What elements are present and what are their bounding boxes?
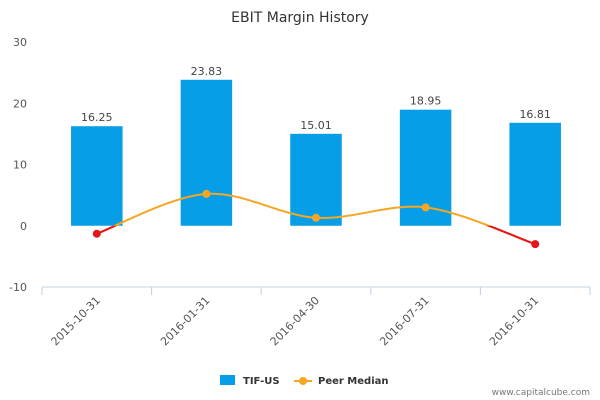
peer-median-negative-segment — [96, 225, 118, 235]
bar-2016-04-30 — [290, 133, 342, 226]
peer-median-point-2016-10-31 — [531, 240, 540, 249]
y-tick-label: 0 — [20, 220, 27, 233]
bar-2016-01-31 — [180, 79, 233, 226]
x-tick-label: 2016-01-31 — [158, 294, 212, 348]
x-tick-labels: 2015-10-31 2016-01-31 2016-04-30 2016-07-31… — [49, 294, 542, 348]
legend-swatch-peer-median-dot — [299, 377, 307, 385]
x-tick-label: 2015-10-31 — [49, 294, 103, 348]
chart-title: EBIT Margin History — [231, 10, 369, 26]
x-tick-label: 2016-04-30 — [268, 294, 322, 348]
y-tick-label: 20 — [13, 97, 27, 110]
legend-label-peer-median: Peer Median — [318, 376, 389, 387]
bar-value-label: 16.81 — [519, 108, 551, 121]
peer-median-line-segment — [206, 192, 317, 219]
legend-label-tif-us: TIF-US — [243, 376, 280, 387]
peer-median-point-2016-01-31 — [202, 189, 211, 198]
bar-2015-10-31 — [71, 126, 123, 226]
x-tick-label: 2016-07-31 — [377, 294, 431, 348]
bar-value-label: 18.95 — [410, 95, 442, 108]
peer-median-point-2016-07-31 — [421, 203, 430, 212]
legend: TIF-US Peer Median — [220, 375, 389, 387]
y-tick-label: -10 — [9, 281, 27, 294]
peer-median-negative-segment — [486, 225, 536, 246]
bar-value-label: 15.01 — [300, 119, 332, 132]
bar-series — [71, 79, 561, 226]
bar-2016-10-31 — [509, 122, 561, 226]
peer-median-point-2016-04-30 — [312, 213, 320, 222]
y-tick-label: 10 — [13, 159, 27, 172]
peer-median-series — [92, 189, 540, 249]
watermark: www.capitalcube.com — [492, 388, 590, 398]
legend-swatch-tif-us — [220, 375, 235, 385]
chart-axes: -10 0 10 20 30 — [9, 36, 591, 295]
bar-value-label: 23.83 — [191, 65, 223, 78]
data-labels: 16.25 23.83 15.01 18.95 16.81 — [81, 65, 551, 132]
bar-value-label: 16.25 — [81, 111, 113, 124]
y-tick-label: 30 — [13, 36, 27, 49]
peer-median-point-2015-10-31 — [92, 229, 101, 238]
peer-median-line-segment — [315, 205, 426, 219]
x-tick-label: 2016-10-31 — [487, 294, 541, 348]
